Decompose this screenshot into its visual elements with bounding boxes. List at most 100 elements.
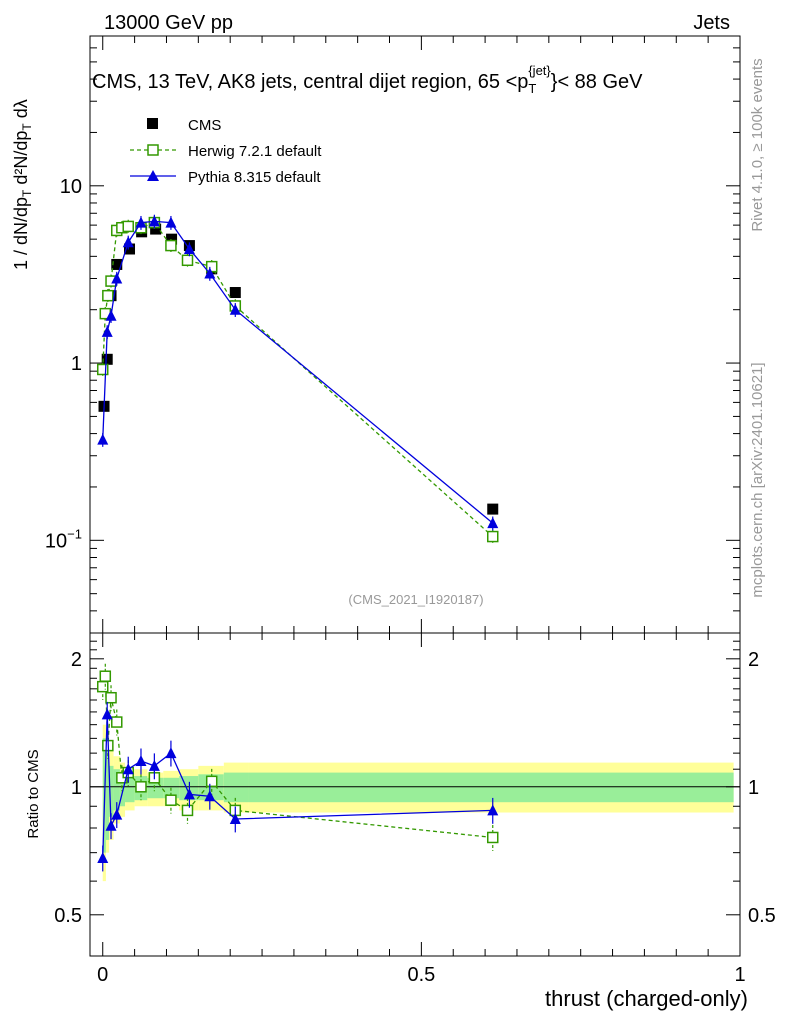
pythia-ratio-point xyxy=(183,788,195,800)
pythia-main-point xyxy=(97,433,109,445)
ratio-y-tick-label-right: 2 xyxy=(748,649,759,671)
herwig-ratio-point xyxy=(486,831,499,844)
pythia-ratio-point xyxy=(204,790,216,802)
cms-main-point xyxy=(229,287,241,299)
herwig-main-point xyxy=(102,289,114,302)
title-post: }< 88 GeV xyxy=(551,71,643,93)
herwig-main-point xyxy=(165,239,177,252)
x-tick-label: 0.5 xyxy=(407,964,435,986)
pythia-ratio-point xyxy=(135,754,147,766)
pythia-ratio-point xyxy=(487,804,499,816)
pythia-ratio-point xyxy=(105,819,117,831)
main-y-axis-label: 1 / dN/dpT d²N/dpT dλ xyxy=(11,99,34,270)
main-axis-ticks xyxy=(90,35,741,634)
pythia-main-point xyxy=(487,517,499,529)
main-y-tick-labels: 10−1 1 10 xyxy=(45,176,82,553)
pythia-main-point xyxy=(183,243,195,255)
herwig-ratio-point xyxy=(181,804,194,817)
herwig-main-point xyxy=(96,363,109,376)
herwig-ratio-point xyxy=(99,670,112,682)
herwig-ratio-point xyxy=(111,716,123,728)
green-band xyxy=(125,776,135,803)
green-band xyxy=(248,772,734,803)
chart-title: CMS, 13 TeV, AK8 jets, central dijet reg… xyxy=(92,63,643,96)
pythia-main-line xyxy=(102,220,494,524)
main-panel: 10−1 1 10 CMS, 13 TeV, AK8 jets, central d… xyxy=(11,35,741,634)
ratio-uncertainty-bands xyxy=(102,724,734,882)
legend-label-pythia: Pythia 8.315 default xyxy=(188,169,321,186)
cms-main-point xyxy=(124,243,136,255)
cms-main-point xyxy=(111,258,123,270)
energy-label: 13000 GeV pp xyxy=(104,12,233,34)
x-axis-label: thrust (charged-only) xyxy=(545,986,748,1011)
herwig-main-point xyxy=(181,254,194,267)
pythia-main-point xyxy=(101,325,113,337)
pythia-main-point xyxy=(165,216,177,228)
legend-entry-cms: CMS xyxy=(147,117,221,134)
ratio-panel: 0.5 0.5 1 1 2 2 Ratio to CMS xyxy=(25,632,776,957)
pythia-ratio-point xyxy=(165,747,177,759)
ratio-axis-ticks xyxy=(90,632,741,957)
pythia-main-point xyxy=(204,267,216,279)
pythia-main-point xyxy=(105,309,117,321)
legend: CMS Herwig 7.2.1 default Pythia 8.315 de… xyxy=(130,117,322,186)
ratio-y-tick-label-right: 1 xyxy=(748,777,759,799)
herwig-ratio-point xyxy=(165,794,177,806)
pythia-ratio-point xyxy=(122,763,134,775)
x-tick-label: 0 xyxy=(97,964,108,986)
green-band xyxy=(109,765,114,817)
ratio-series xyxy=(96,663,499,872)
green-band xyxy=(113,769,120,811)
legend-entry-herwig: Herwig 7.2.1 default xyxy=(130,143,322,160)
title-sub: T xyxy=(528,81,536,96)
legend-marker-pythia xyxy=(147,170,159,181)
legend-label-herwig: Herwig 7.2.1 default xyxy=(188,143,322,160)
herwig-main-line xyxy=(102,221,494,538)
x-tick-labels: 0 0.5 1 xyxy=(97,964,745,986)
main-y-tick-label: 10−1 xyxy=(45,526,82,552)
green-band xyxy=(105,745,110,840)
legend-entry-pythia: Pythia 8.315 default xyxy=(130,169,321,186)
jets-label: Jets xyxy=(693,12,730,34)
title-sup: {jet} xyxy=(528,63,551,78)
cms-main-point xyxy=(150,223,162,235)
pythia-main-point xyxy=(148,215,160,227)
ratio-y-tick-label-right: 0.5 xyxy=(748,905,776,927)
pythia-main-point xyxy=(122,236,134,248)
herwig-main-point xyxy=(486,530,499,543)
herwig-ratio-point xyxy=(105,691,117,704)
y-label-main: 1 / dN/dpT d²N/dpT dλ xyxy=(11,99,34,270)
pythia-ratio-point xyxy=(97,852,109,864)
herwig-ratio-point xyxy=(96,680,109,693)
title-pre: CMS, 13 TeV, AK8 jets, central dijet reg… xyxy=(92,71,528,93)
pythia-ratio-point xyxy=(148,759,160,771)
mcplots-label: mcplots.cern.ch [arXiv:2401.10621] xyxy=(749,362,766,597)
herwig-main-point xyxy=(122,220,134,233)
legend-label-cms: CMS xyxy=(188,117,221,134)
cms-main-point xyxy=(101,353,113,365)
cms-main-point xyxy=(166,233,178,245)
herwig-ratio-point xyxy=(205,775,218,788)
ratio-y-tick-label-left: 0.5 xyxy=(54,905,82,927)
pythia-main-point xyxy=(229,303,241,315)
main-y-tick-label: 1 xyxy=(71,353,82,375)
analysis-id: (CMS_2021_I1920187) xyxy=(348,592,483,607)
cms-main-point xyxy=(487,503,499,515)
main-series xyxy=(96,214,499,544)
herwig-main-point xyxy=(205,260,218,273)
pythia-ratio-point xyxy=(111,808,123,820)
pythia-main-point xyxy=(111,272,123,284)
ratio-y-tick-label-left: 2 xyxy=(71,649,82,671)
herwig-ratio-line xyxy=(102,676,493,839)
pythia-ratio-point xyxy=(229,812,241,824)
legend-marker-herwig xyxy=(147,144,159,156)
pythia-main-point xyxy=(135,216,147,228)
ratio-y-tick-label-left: 1 xyxy=(71,777,82,799)
rivet-label: Rivet 4.1.0, ≥ 100k events xyxy=(749,58,766,231)
herwig-ratio-point xyxy=(135,781,147,793)
pythia-ratio-point xyxy=(101,708,113,720)
legend-marker-cms xyxy=(147,118,158,129)
x-tick-label: 1 xyxy=(734,964,745,986)
green-band xyxy=(223,772,249,803)
